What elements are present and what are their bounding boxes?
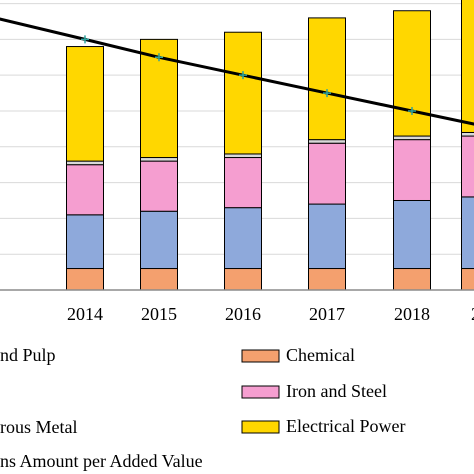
bar-segment-4 [66, 46, 104, 162]
bar-segment-1 [393, 199, 431, 270]
bar-segment-0 [461, 268, 474, 291]
trend-marker [155, 53, 163, 62]
bar-segment-0 [66, 268, 104, 291]
bar-segment-2 [461, 135, 474, 198]
bar-segment-0 [393, 268, 431, 291]
bar-segment-3 [461, 131, 474, 137]
bar-segment-2 [66, 164, 104, 216]
bar-segment-0 [224, 268, 262, 291]
bar-segment-1 [224, 207, 262, 270]
trend-marker [408, 106, 416, 115]
x-tick-label: 20 [471, 304, 474, 324]
bar-segment-4 [224, 31, 262, 155]
x-tick-label: 2016 [225, 304, 261, 324]
legend-swatch-chemical [241, 349, 280, 363]
bar-segment-3 [308, 139, 346, 144]
bar-segment-3 [66, 160, 104, 166]
bar-segment-2 [393, 139, 431, 201]
legend-swatch-electrical-power [241, 420, 280, 434]
legend-label-emissions-per-value: ns Amount per Added Value [0, 451, 203, 471]
bar-segment-2 [224, 157, 262, 209]
bar-segment-3 [393, 135, 431, 141]
bar-segment-1 [66, 214, 104, 270]
x-tick-labels: 132014201520162017201820 [67, 304, 474, 324]
legend-label-electrical-power: Electrical Power [286, 416, 405, 436]
legend-label-nonferrous-metal: rous Metal [0, 417, 77, 437]
bar-segment-3 [224, 153, 262, 159]
x-tick-label: 2017 [309, 304, 345, 324]
legend-swatch-iron-steel [241, 385, 280, 399]
x-tick-label: 2015 [141, 304, 177, 324]
bars [66, 0, 474, 291]
trend-marker [323, 89, 331, 98]
x-tick-label: 2018 [394, 304, 430, 324]
legend-label-iron-steel: Iron and Steel [286, 381, 387, 401]
bar-segment-4 [393, 10, 431, 137]
bar-segment-2 [140, 160, 178, 212]
trend-line-group [0, 17, 474, 126]
bar-segment-2 [308, 142, 346, 205]
x-tick-label: 2014 [67, 304, 103, 324]
bar-segment-1 [308, 203, 346, 270]
trend-marker [239, 71, 247, 80]
legend-label-chemical: Chemical [286, 345, 355, 365]
bar-segment-1 [140, 210, 178, 270]
bar-segment-1 [461, 196, 474, 270]
bar-segment-4 [461, 0, 474, 133]
legend: nd Pulp Chemical Iron and Steel rous Met… [0, 345, 405, 471]
bar-segment-0 [308, 268, 346, 291]
trend-marker [81, 35, 89, 44]
legend-label-paper-pulp: nd Pulp [0, 345, 56, 365]
bar-segment-4 [308, 17, 346, 141]
bar-segment-3 [140, 157, 178, 162]
bar-segment-0 [140, 268, 178, 291]
